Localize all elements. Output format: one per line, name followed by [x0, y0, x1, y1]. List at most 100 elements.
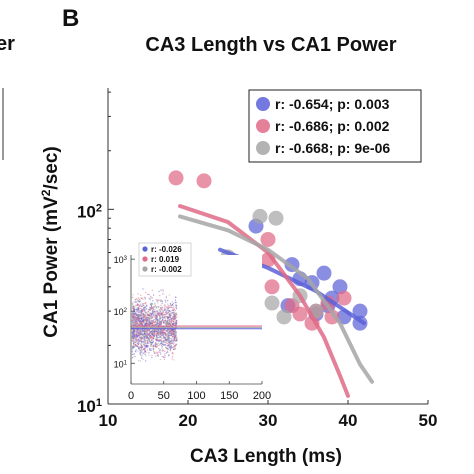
inset-data-point [171, 341, 173, 343]
inset-data-point [131, 321, 134, 323]
inset-data-point [151, 356, 153, 359]
inset-data-point [139, 360, 142, 362]
inset-data-point [140, 333, 142, 335]
inset-data-point [147, 323, 149, 326]
inset-data-point [158, 322, 160, 324]
inset-data-point [143, 320, 145, 323]
inset-data-point [170, 321, 173, 323]
inset-data-point [132, 318, 134, 320]
data-point [264, 295, 280, 311]
inset-data-point [141, 340, 143, 343]
inset-data-point [174, 320, 176, 322]
inset-data-point [139, 349, 141, 351]
inset-data-point [140, 346, 143, 349]
inset-data-point [162, 293, 164, 295]
inset-data-point [169, 329, 171, 331]
inset-data-point [167, 337, 169, 340]
inset-data-point [137, 350, 139, 352]
inset-data-point [166, 331, 168, 333]
inset-data-point [148, 294, 150, 296]
inset-data-point [168, 321, 170, 323]
inset-data-point [150, 343, 153, 345]
inset-data-point [165, 340, 168, 343]
y-axis-label: CA1 Power (mV2/sec) [39, 146, 62, 337]
inset-data-point [153, 344, 155, 346]
inset-data-point [152, 340, 154, 343]
y-axis-label-sup: 2 [39, 189, 53, 196]
inset-data-point [160, 339, 162, 341]
inset-data-point [154, 333, 156, 335]
inset-data-point [164, 353, 166, 355]
inset-data-point [168, 338, 171, 340]
inset-data-point [175, 337, 177, 339]
inset-data-point [168, 355, 170, 357]
inset-data-point [165, 301, 167, 303]
inset-data-point [146, 334, 148, 336]
inset-data-point [138, 306, 140, 308]
inset-data-point [131, 302, 134, 304]
inset-data-point [135, 301, 137, 303]
inset-data-point [138, 346, 140, 349]
inset-data-point [157, 302, 159, 304]
inset-data-point [154, 345, 157, 348]
inset-data-point [143, 343, 145, 345]
inset-data-point [149, 336, 152, 338]
inset-data-point [164, 299, 166, 301]
inset-data-point [157, 313, 159, 315]
inset-data-point [143, 306, 145, 309]
fit-line [178, 214, 374, 384]
inset-data-point [154, 344, 157, 346]
inset-data-point [142, 310, 144, 312]
inset-data-point [161, 347, 163, 349]
inset-data-point [168, 294, 170, 296]
inset-data-point [144, 314, 146, 316]
inset-data-point [145, 331, 147, 333]
inset-data-point [148, 320, 151, 322]
inset-data-point [151, 297, 153, 299]
inset-x-tick-label: 0 [128, 390, 134, 402]
inset-data-point [160, 304, 162, 306]
inset-data-point [158, 351, 160, 353]
inset-data-point [159, 351, 161, 353]
inset-data-point [139, 299, 141, 301]
inset-data-point [152, 313, 154, 316]
inset-data-point [141, 356, 143, 358]
inset-data-point [150, 304, 152, 306]
inset-data-point [135, 329, 137, 331]
inset-data-point [137, 336, 139, 338]
inset-data-point [170, 309, 173, 312]
inset-data-point [164, 344, 167, 346]
inset-data-point [134, 355, 136, 358]
y-axis-label-tail: /sec) [41, 146, 62, 189]
inset-data-point [137, 307, 139, 309]
inset-data-point [141, 351, 143, 353]
inset-data-point [167, 332, 169, 334]
inset-data-point [165, 310, 167, 313]
inset-data-point [132, 312, 134, 314]
inset-data-point [162, 333, 164, 335]
inset-data-point [138, 359, 140, 362]
inset-data-point [152, 347, 155, 349]
inset-data-point [156, 299, 158, 301]
inset-data-point [148, 318, 150, 321]
inset-data-point [169, 318, 172, 320]
inset-data-point [137, 344, 139, 346]
inset-data-point [136, 310, 139, 312]
inset-data-point [168, 310, 171, 312]
inset-data-point [151, 342, 154, 344]
inset-data-point [155, 329, 157, 331]
inset-data-point [175, 296, 177, 298]
inset-data-point [138, 304, 141, 306]
inset-data-point [135, 339, 137, 341]
inset-legend-marker [142, 266, 148, 272]
data-point [332, 279, 348, 295]
inset-data-point [133, 341, 135, 343]
inset-data-point [153, 352, 156, 354]
inset-data-point [148, 329, 150, 332]
inset-data-point [132, 331, 135, 333]
inset-data-point [150, 341, 152, 343]
inset-data-point [143, 310, 146, 312]
inset-data-point [161, 300, 164, 303]
inset-data-point [153, 315, 155, 317]
inset-data-point [162, 341, 164, 344]
